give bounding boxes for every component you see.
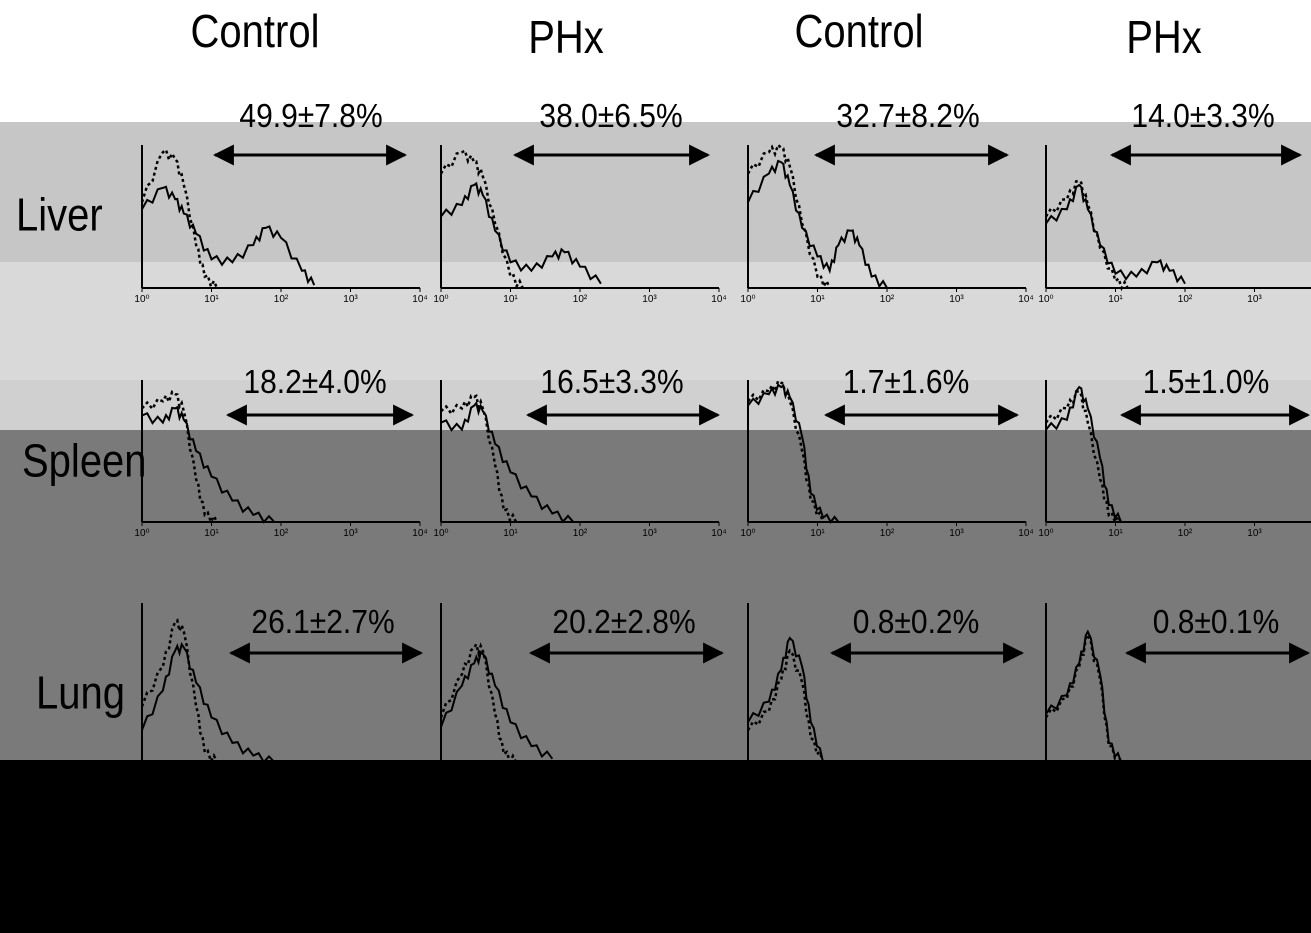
pct-liver-phx-1: 38.0±6.5% (539, 98, 683, 135)
spleen-control-2-solid-trace (747, 383, 840, 524)
liver-phx-2-x-tick-label: 10¹ (1108, 294, 1123, 305)
pct-liver-control-2: 32.7±8.2% (836, 98, 980, 135)
liver-phx-2-x-tick-label: 10⁰ (1038, 294, 1053, 305)
spleen-control-1-dotted-trace (141, 389, 219, 526)
spleen-control-2-x-tick-label: 10⁰ (740, 528, 755, 539)
liver-control-2-x-tick-label: 10⁴ (1018, 294, 1033, 305)
lung-phx-2-solid-trace (1045, 629, 1122, 763)
pct-lung-control-2: 0.8±0.2% (852, 604, 980, 641)
liver-phx-1-x-tick-label: 10² (573, 294, 588, 305)
column-title-phx-2: PHx (1126, 12, 1202, 64)
spleen-control-1-solid-trace (141, 405, 276, 524)
liver-control-1-x-tick-label: 10² (274, 294, 289, 305)
spleen-phx-2-x-tick-label: 10⁰ (1038, 528, 1053, 539)
liver-control-2-x-tick-label: 10² (880, 294, 895, 305)
pct-lung-phx-2: 0.8±0.1% (1152, 604, 1280, 641)
liver-control-2-solid-trace (747, 159, 888, 289)
lung-control-2-dotted-trace (746, 648, 825, 763)
liver-control-1-dotted-trace (140, 147, 219, 290)
liver-phx-2-x-tick-label: 10² (1178, 294, 1193, 305)
liver-control-1-x-tick-label: 10¹ (204, 294, 219, 305)
pct-spleen-phx-2: 1.5±1.0% (1142, 364, 1270, 401)
pct-spleen-control-1: 18.2±4.0% (243, 364, 387, 401)
spleen-control-1-x-tick-label: 10³ (343, 528, 358, 539)
lung-control-1-dotted-trace (140, 618, 219, 765)
lung-phx-1-dotted-trace (439, 641, 518, 766)
spleen-phx-1-x-tick-label: 10³ (642, 528, 657, 539)
liver-phx-1-dotted-trace (439, 148, 524, 290)
spleen-control-1-x-tick-label: 10⁰ (134, 528, 149, 539)
liver-control-1-solid-trace (141, 185, 316, 286)
spleen-control-2-x-tick-label: 10³ (949, 528, 964, 539)
lung-phx-1-solid-trace (440, 650, 554, 760)
liver-control-2-dotted-trace (746, 142, 831, 290)
pct-liver-control-1: 49.9±7.8% (239, 98, 383, 135)
spleen-phx-1-dotted-trace (440, 394, 518, 524)
liver-control-1-x-tick-label: 10⁴ (412, 294, 427, 305)
pct-spleen-control-2: 1.7±1.6% (842, 364, 970, 401)
spleen-control-2-x-tick-label: 10⁴ (1018, 528, 1033, 539)
liver-phx-1-x-tick-label: 10³ (642, 294, 657, 305)
column-title-control-2: Control (794, 6, 924, 58)
spleen-phx-2-solid-trace (1045, 385, 1122, 523)
spleen-phx-2-x-tick-label: 10¹ (1108, 528, 1123, 539)
liver-phx-1-x-tick-label: 10⁰ (433, 294, 448, 305)
spleen-control-2-x-tick-label: 10¹ (810, 528, 825, 539)
spleen-phx-1-x-tick-label: 10⁰ (433, 528, 448, 539)
liver-phx-1-solid-trace (440, 181, 602, 285)
liver-phx-2-x-tick-label: 10³ (1247, 294, 1262, 305)
liver-control-2-x-tick-label: 10⁰ (740, 294, 755, 305)
row-label-spleen: Spleen (22, 436, 147, 487)
spleen-phx-1-x-tick-label: 10¹ (503, 528, 518, 539)
spleen-control-1-x-tick-label: 10² (274, 528, 289, 539)
column-title-phx-1: PHx (528, 12, 604, 64)
column-title-control-1: Control (190, 6, 320, 58)
pct-liver-phx-2: 14.0±3.3% (1131, 98, 1275, 135)
spleen-control-1-x-tick-label: 10⁴ (412, 528, 427, 539)
liver-control-1-x-tick-label: 10³ (343, 294, 358, 305)
spleen-phx-1-x-tick-label: 10⁴ (711, 528, 726, 539)
pct-spleen-phx-1: 16.5±3.3% (540, 364, 684, 401)
liver-phx-1-x-tick-label: 10⁴ (711, 294, 726, 305)
spleen-control-1-x-tick-label: 10¹ (204, 528, 219, 539)
liver-control-2-x-tick-label: 10³ (949, 294, 964, 305)
pct-lung-control-1: 26.1±2.7% (251, 604, 395, 641)
liver-control-2-x-tick-label: 10¹ (810, 294, 825, 305)
liver-control-1-x-tick-label: 10⁰ (134, 294, 149, 305)
spleen-phx-1-solid-trace (440, 400, 575, 524)
liver-band-lighter (0, 262, 1311, 380)
row-label-liver: Liver (16, 190, 103, 241)
spleen-phx-1-x-tick-label: 10² (573, 528, 588, 539)
row-label-lung: Lung (36, 668, 125, 719)
pct-lung-phx-1: 20.2±2.8% (552, 604, 696, 641)
liver-phx-1-x-tick-label: 10¹ (503, 294, 518, 305)
liver-phx-2-solid-trace (1045, 183, 1186, 285)
spleen-control-2-x-tick-label: 10² (880, 528, 895, 539)
bottom-band-dark (0, 760, 1311, 933)
lung-control-1-solid-trace (141, 641, 276, 764)
spleen-phx-2-dotted-trace (1044, 390, 1123, 526)
spleen-phx-2-x-tick-label: 10² (1178, 528, 1193, 539)
spleen-phx-2-x-tick-label: 10³ (1247, 528, 1262, 539)
lung-control-2-solid-trace (747, 636, 824, 763)
